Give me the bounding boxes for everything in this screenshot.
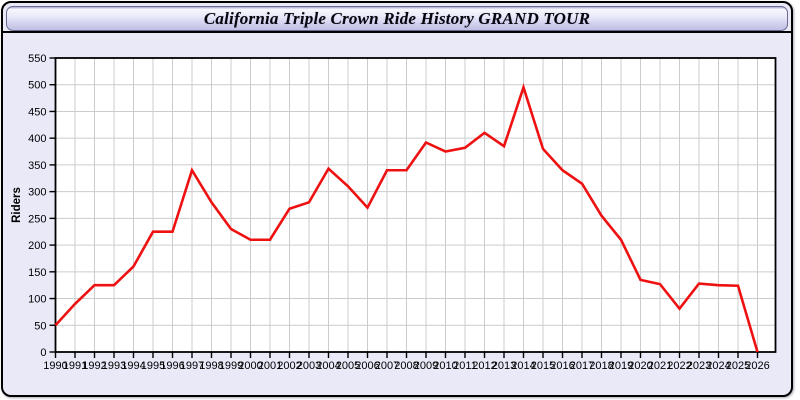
y-tick-label: 550 (28, 53, 46, 65)
x-tick-label: 2005 (336, 360, 360, 372)
y-tick-label: 300 (28, 187, 46, 199)
x-tick-label: 2002 (277, 360, 301, 372)
y-tick-label: 350 (28, 160, 46, 172)
y-tick-label: 150 (28, 267, 46, 279)
y-tick-label: 400 (28, 133, 46, 145)
x-tick-label: 2014 (511, 360, 535, 372)
x-tick-label: 2000 (238, 360, 262, 372)
x-tick-label: 2004 (316, 360, 340, 372)
x-tick-label: 2006 (355, 360, 379, 372)
x-tick-label: 2024 (706, 360, 730, 372)
y-tick-label: 50 (34, 320, 46, 332)
x-tick-label: 1992 (82, 360, 106, 372)
x-tick-label: 1995 (141, 360, 165, 372)
y-tick-label: 0 (40, 347, 46, 359)
x-tick-label: 1990 (43, 360, 67, 372)
x-tick-label: 1993 (102, 360, 126, 372)
x-tick-label: 1994 (121, 360, 145, 372)
chart-title: California Triple Crown Ride History GRA… (203, 8, 591, 28)
y-axis-title: Riders (11, 187, 23, 223)
x-tick-label: 2007 (375, 360, 399, 372)
x-tick-label: 2012 (472, 360, 496, 372)
x-tick-label: 2013 (492, 360, 516, 372)
title-bar-divider (3, 31, 791, 33)
x-tick-label: 1999 (219, 360, 243, 372)
x-tick-label: 1997 (180, 360, 204, 372)
x-tick-label: 2023 (687, 360, 711, 372)
x-tick-label: 2009 (414, 360, 438, 372)
x-tick-label: 2016 (550, 360, 574, 372)
x-tick-label: 2010 (433, 360, 457, 372)
x-tick-label: 1996 (160, 360, 184, 372)
x-tick-label: 2022 (667, 360, 691, 372)
plot-area (55, 58, 776, 352)
title-bar: California Triple Crown Ride History GRA… (6, 6, 788, 31)
x-tick-label: 2020 (628, 360, 652, 372)
y-tick-label: 500 (28, 80, 46, 92)
y-tick-label: 100 (28, 294, 46, 306)
x-tick-label: 2018 (589, 360, 613, 372)
x-tick-label: 2017 (570, 360, 594, 372)
y-tick-label: 450 (28, 106, 46, 118)
x-tick-label: 1991 (63, 360, 87, 372)
x-tick-label: 2026 (745, 360, 769, 372)
x-tick-label: 2021 (648, 360, 672, 372)
data-line-riders (54, 83, 759, 353)
x-tick-label: 2001 (258, 360, 282, 372)
y-tick-label: 250 (28, 213, 46, 225)
y-tick-label: 200 (28, 240, 46, 252)
x-tick-label: 2011 (453, 360, 477, 372)
x-tick-label: 2015 (531, 360, 555, 372)
x-tick-label: 1998 (199, 360, 223, 372)
x-tick-label: 2003 (297, 360, 321, 372)
x-tick-label: 2019 (609, 360, 633, 372)
x-tick-label: 2025 (726, 360, 750, 372)
x-tick-label: 2008 (394, 360, 418, 372)
plot-border (54, 57, 777, 353)
